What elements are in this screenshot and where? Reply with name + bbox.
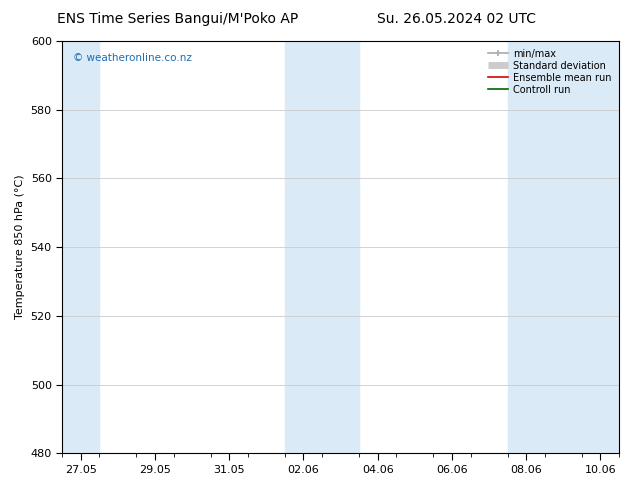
- Legend: min/max, Standard deviation, Ensemble mean run, Controll run: min/max, Standard deviation, Ensemble me…: [486, 46, 614, 98]
- Bar: [508, 41, 619, 453]
- Bar: [285, 41, 359, 453]
- Text: ENS Time Series Bangui/M'Poko AP: ENS Time Series Bangui/M'Poko AP: [57, 12, 298, 26]
- Text: Su. 26.05.2024 02 UTC: Su. 26.05.2024 02 UTC: [377, 12, 536, 26]
- Y-axis label: Temperature 850 hPa (°C): Temperature 850 hPa (°C): [15, 175, 25, 319]
- Text: © weatheronline.co.nz: © weatheronline.co.nz: [74, 53, 192, 63]
- Bar: [62, 41, 100, 453]
